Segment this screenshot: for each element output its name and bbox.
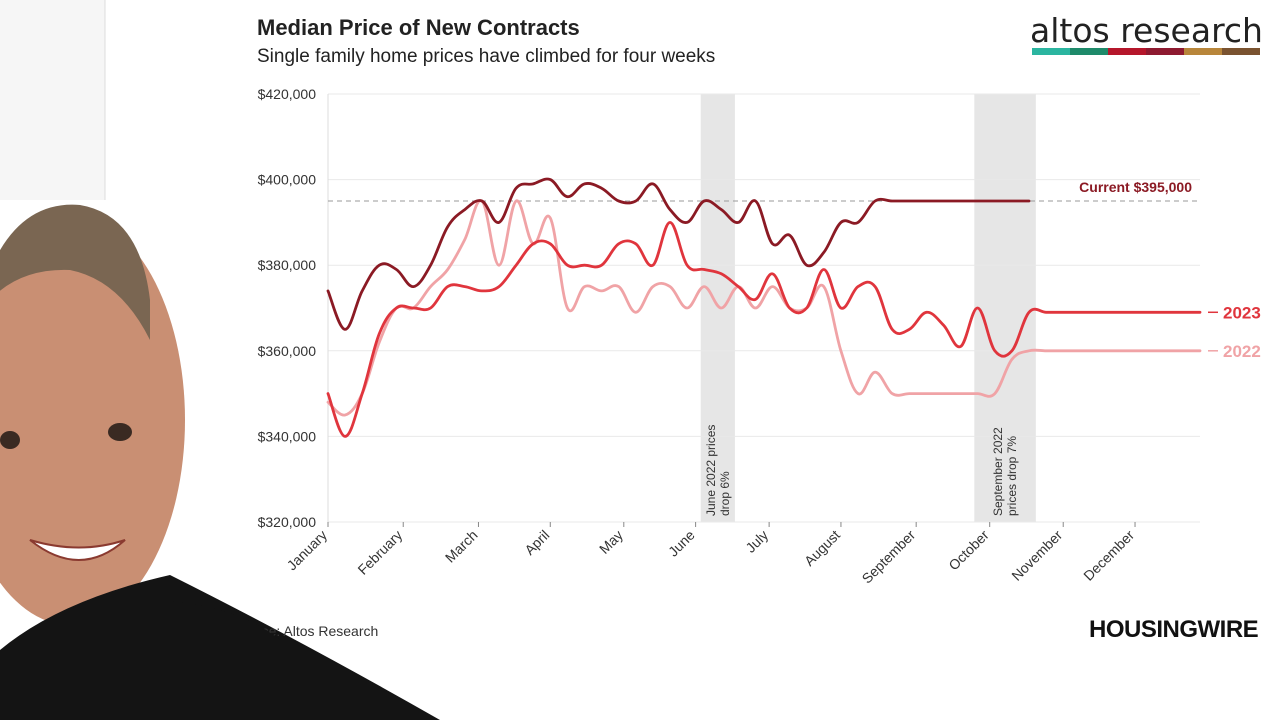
series-lines: [326, 177, 1202, 438]
band-annotations: June 2022 prices drop 6% September 2022 pri…: [704, 425, 1019, 516]
shaded-bands: [700, 94, 1036, 522]
x-tick-label: July: [742, 527, 771, 556]
x-tick-label: February: [354, 527, 405, 578]
logo-stripe: [1032, 48, 1070, 55]
y-tick-label: $360,000: [258, 343, 317, 359]
band-label-1: drop 6%: [718, 471, 732, 516]
y-tick-label: $420,000: [258, 86, 317, 102]
altos-logo: altos research: [1030, 11, 1263, 55]
y-tick-label: $380,000: [258, 257, 317, 273]
x-tick-label: September: [859, 527, 919, 587]
x-tick-label: August: [801, 527, 843, 569]
x-tick-label: November: [1008, 527, 1065, 584]
housingwire-logo: HOUSINGWIRE: [1089, 616, 1259, 643]
y-tick-label: $320,000: [258, 514, 317, 530]
x-tick-label: January: [284, 527, 331, 574]
grid-lines: [328, 93, 1200, 523]
y-axis: $320,000 $340,000 $360,000 $380,000 $400,000…: [258, 86, 317, 530]
series-line-2023: [326, 221, 1202, 438]
current-price-reference: Current $395,000: [328, 179, 1200, 202]
series-label-2022: 2022: [1223, 342, 1261, 361]
altos-logo-text: altos research: [1030, 11, 1263, 50]
x-tick-label: June: [665, 527, 698, 560]
presenter-shoulder: [140, 600, 280, 720]
series-label-2023: 2023: [1223, 303, 1261, 322]
x-tick-label: October: [945, 527, 992, 574]
x-tick-label: April: [521, 527, 552, 558]
series-line-2022: [326, 199, 1202, 417]
band-label-2: prices drop 7%: [1005, 436, 1019, 516]
x-axis: January February March April May June July Augu…: [284, 522, 1137, 587]
x-tick-label: May: [596, 527, 626, 557]
x-tick-label: December: [1080, 527, 1137, 584]
current-price-label: Current $395,000: [1079, 179, 1192, 195]
logo-stripe: [1108, 48, 1146, 55]
logo-stripe: [1070, 48, 1108, 55]
series-line-2024: [326, 177, 1031, 331]
band-label-2: September 2022: [991, 427, 1005, 516]
logo-stripes: [1032, 48, 1260, 55]
y-tick-label: $340,000: [258, 428, 317, 444]
shaded-band-2: [974, 94, 1036, 522]
logo-stripe: [1222, 48, 1260, 55]
shaded-band-1: [700, 94, 735, 522]
y-tick-label: $400,000: [258, 172, 317, 188]
logo-stripe: [1184, 48, 1222, 55]
series-labels: 2022 2023: [1208, 303, 1261, 361]
x-tick-label: March: [442, 527, 481, 566]
logo-stripe: [1146, 48, 1184, 55]
band-label-1: June 2022 prices: [704, 425, 718, 516]
chart-subtitle: Single family home prices have climbed f…: [257, 46, 715, 67]
chart-title: Median Price of New Contracts: [257, 15, 580, 40]
